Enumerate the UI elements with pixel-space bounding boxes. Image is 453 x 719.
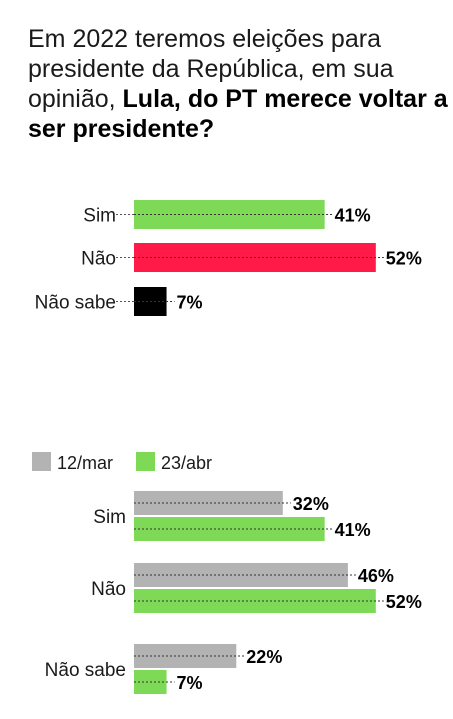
bar (134, 517, 325, 541)
category-label: Não sabe (45, 660, 126, 681)
value-label: 7% (177, 293, 203, 313)
value-label: 52% (386, 249, 422, 269)
chart-current-poll: Sim 41% Não 52% Não sabe 7% (35, 200, 422, 316)
value-label: 22% (246, 647, 282, 667)
title-normal-text: Em 2022 teremos eleições para presidente… (28, 25, 394, 113)
legend-label: 12/mar (57, 453, 113, 473)
legend-label: 23/abr (161, 453, 212, 473)
bar (134, 644, 237, 668)
value-label: 41% (335, 206, 371, 226)
chart-comparison: Sim 32% 41% Não 46% 52% Não sabe 22% 7% (45, 491, 422, 694)
chart-title: Em 2022 teremos eleições para presidente… (28, 24, 448, 144)
bar (134, 563, 348, 587)
category-label: Não sabe (35, 293, 116, 314)
category-label: Não (81, 249, 116, 270)
bar (134, 491, 283, 515)
value-label: 7% (177, 673, 203, 693)
title-bold-text: Lula, do PT merece voltar a ser presiden… (28, 85, 448, 143)
value-label: 32% (293, 494, 329, 514)
value-label: 52% (386, 592, 422, 612)
legend-swatch (136, 452, 155, 471)
value-label: 46% (358, 566, 394, 586)
legend-swatch (32, 452, 51, 471)
category-label: Não (91, 579, 126, 600)
value-label: 41% (335, 520, 371, 540)
category-label: Sim (93, 507, 126, 528)
category-label: Sim (83, 206, 116, 227)
chart-comparison-legend: 12/mar 23/abr (32, 452, 212, 473)
bar (134, 200, 325, 229)
